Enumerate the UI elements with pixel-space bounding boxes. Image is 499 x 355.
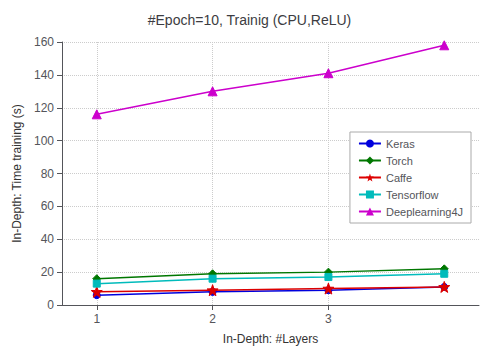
svg-text:160: 160 [34,35,54,49]
svg-text:In-Depth: Time training (s): In-Depth: Time training (s) [10,104,24,243]
svg-text:3: 3 [325,312,332,326]
svg-text:60: 60 [41,199,55,213]
svg-text:Deeplearning4J: Deeplearning4J [386,206,463,218]
svg-text:120: 120 [34,101,54,115]
svg-text:1: 1 [93,312,100,326]
svg-text:In-Depth: #Layers: In-Depth: #Layers [223,332,318,346]
svg-text:Tensorflow: Tensorflow [386,189,439,201]
svg-text:2: 2 [209,312,216,326]
svg-text:#Epoch=10, Trainig (CPU,ReLU): #Epoch=10, Trainig (CPU,ReLU) [148,12,352,28]
svg-text:Torch: Torch [386,155,413,167]
svg-text:140: 140 [34,68,54,82]
svg-text:0: 0 [47,298,54,312]
svg-text:80: 80 [41,167,55,181]
svg-text:20: 20 [41,265,55,279]
svg-text:Keras: Keras [386,138,415,150]
svg-text:100: 100 [34,134,54,148]
svg-text:40: 40 [41,232,55,246]
svg-text:Caffe: Caffe [386,172,412,184]
